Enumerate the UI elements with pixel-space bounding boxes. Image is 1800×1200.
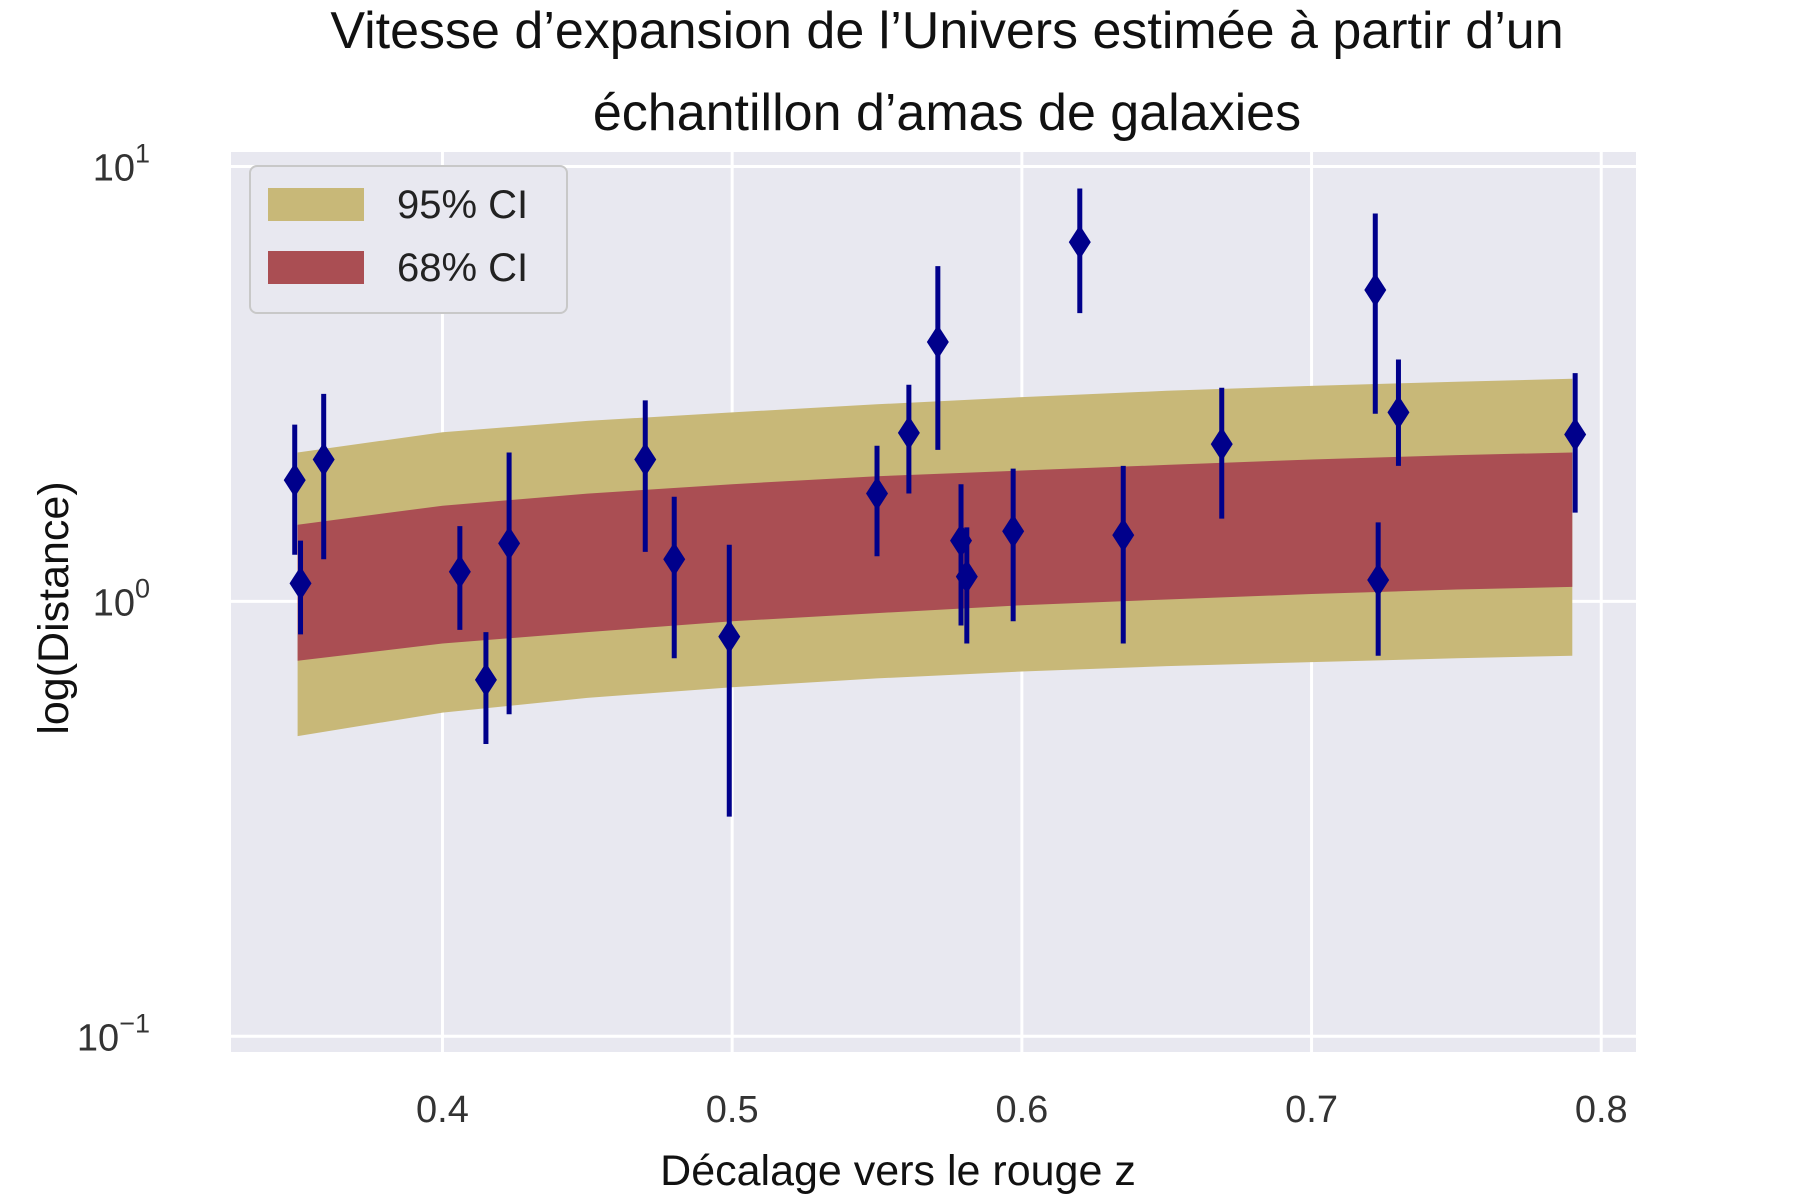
diamond-marker xyxy=(866,476,889,511)
data-points xyxy=(283,188,1587,817)
legend-label-ci-68: 68% CI xyxy=(397,246,528,290)
data-point xyxy=(283,424,306,555)
x-axis-ticks: 0.4 0.5 0.6 0.7 0.8 xyxy=(416,1089,1628,1131)
diamond-marker xyxy=(1387,395,1410,430)
y-tick-label: 10−1 xyxy=(77,1008,150,1059)
y-tick-label: 101 xyxy=(93,139,150,190)
data-point xyxy=(1210,387,1233,519)
diamond-marker xyxy=(289,566,312,601)
data-point xyxy=(897,384,920,494)
chart-title-line-1: Vitesse d’expansion de l’Univers estimée… xyxy=(330,2,1563,60)
data-point xyxy=(448,526,471,630)
diamond-marker xyxy=(1564,417,1587,452)
diamond-marker xyxy=(1364,273,1387,308)
data-point xyxy=(1387,359,1410,466)
data-point xyxy=(926,266,949,450)
x-tick-label: 0.8 xyxy=(1575,1089,1628,1131)
y-tick-label: 100 xyxy=(93,573,150,624)
diamond-marker xyxy=(634,442,657,477)
diamond-marker xyxy=(498,526,521,561)
legend: 95% CI 68% CI xyxy=(249,165,568,314)
ci-68-band xyxy=(297,452,1573,661)
diamond-marker xyxy=(283,463,306,498)
confidence-bands xyxy=(297,378,1573,737)
data-point xyxy=(866,445,889,557)
data-point xyxy=(1367,522,1390,656)
data-point xyxy=(1364,213,1387,414)
diamond-marker xyxy=(312,442,335,477)
diamond-marker xyxy=(926,324,949,359)
chart-title-line-2: échantillon d’amas de galaxies xyxy=(593,84,1301,142)
diamond-marker xyxy=(718,619,741,654)
x-tick-label: 0.5 xyxy=(706,1089,759,1131)
legend-swatch-ci-95 xyxy=(268,188,364,221)
diamond-marker xyxy=(1002,514,1025,549)
data-point xyxy=(474,632,497,744)
data-point xyxy=(634,400,657,552)
diamond-marker xyxy=(1068,225,1091,260)
data-point xyxy=(498,452,521,715)
data-point xyxy=(289,540,312,635)
data-point xyxy=(1002,468,1025,622)
x-tick-label: 0.7 xyxy=(1285,1089,1338,1131)
diamond-marker xyxy=(1210,427,1233,462)
x-tick-label: 0.4 xyxy=(416,1089,469,1131)
diamond-marker xyxy=(474,662,497,697)
legend-swatch-ci-68 xyxy=(268,251,364,284)
diamond-marker xyxy=(1112,518,1135,553)
data-point xyxy=(1112,465,1135,644)
data-point xyxy=(955,527,978,644)
data-point xyxy=(312,393,335,560)
diamond-marker xyxy=(897,415,920,450)
y-axis-label: log(Distance) xyxy=(30,481,78,734)
diamond-marker xyxy=(955,559,978,594)
legend-label-ci-95: 95% CI xyxy=(397,183,528,227)
data-point xyxy=(1564,373,1587,513)
diamond-marker xyxy=(663,542,686,577)
x-axis-label: Décalage vers le rouge z xyxy=(660,1147,1136,1195)
chart-title: Vitesse d’expansion de l’Univers estimée… xyxy=(330,2,1563,142)
diamond-marker xyxy=(448,554,471,589)
data-point xyxy=(663,496,686,659)
data-point xyxy=(1068,188,1091,314)
y-axis-ticks: 10−1 100 101 xyxy=(77,139,150,1060)
data-point xyxy=(718,544,741,817)
diamond-marker xyxy=(1367,562,1390,597)
x-tick-label: 0.6 xyxy=(995,1089,1048,1131)
